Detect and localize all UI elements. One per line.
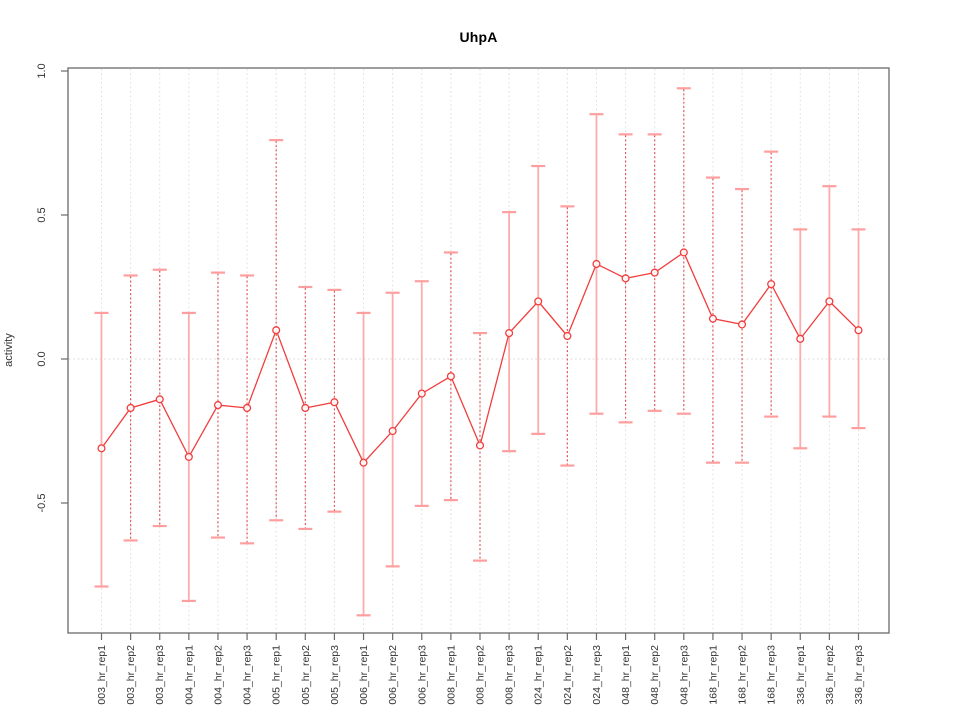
x-tick-label: 008_hr_rep2 [475, 645, 487, 705]
x-tick-label: 005_hr_rep2 [300, 645, 312, 705]
x-tick-label: 168_hr_rep1 [707, 645, 719, 705]
data-point [359, 458, 368, 467]
y-tick-label: -0.5 [36, 494, 48, 513]
x-tick-label: 168_hr_rep3 [766, 645, 778, 705]
x-tick-label: 024_hr_rep2 [562, 645, 574, 705]
data-point [737, 320, 747, 329]
y-tick-label: 0.0 [36, 351, 48, 366]
x-tick-label: 024_hr_rep1 [533, 645, 545, 705]
data-point [650, 268, 659, 277]
data-point [272, 326, 281, 335]
data-point [184, 452, 193, 461]
data-point [621, 274, 630, 283]
data-point [388, 426, 397, 436]
x-tick-label: 005_hr_rep1 [271, 645, 283, 705]
data-point [243, 403, 252, 413]
data-point [213, 401, 223, 410]
data-point [446, 372, 455, 381]
x-tick-label: 003_hr_rep1 [96, 645, 108, 705]
chart-title: UhpA [459, 29, 498, 45]
x-tick-label: 006_hr_rep2 [387, 645, 399, 705]
data-point [767, 280, 776, 289]
x-tick-label: 336_hr_rep2 [824, 645, 836, 705]
data-point [592, 259, 601, 269]
x-tick-label: 336_hr_rep3 [853, 645, 865, 705]
x-tick-label: 048_hr_rep1 [620, 645, 632, 705]
data-point [505, 329, 514, 338]
x-tick-label: 008_hr_rep1 [445, 645, 457, 705]
data-point [97, 444, 106, 453]
data-point [796, 334, 805, 343]
x-tick-label: 006_hr_rep3 [416, 645, 428, 705]
data-point [417, 389, 426, 398]
x-tick-label: 024_hr_rep3 [591, 645, 603, 705]
data-point [679, 248, 688, 257]
x-tick-label: 003_hr_rep3 [154, 645, 166, 705]
data-point [825, 297, 834, 306]
x-tick-label: 004_hr_rep2 [212, 645, 224, 705]
x-tick-label: 006_hr_rep1 [358, 645, 370, 705]
y-tick-label: 0.5 [36, 207, 48, 222]
x-tick-label: 336_hr_rep1 [795, 645, 807, 705]
data-point [563, 331, 572, 341]
x-tick-label: 005_hr_rep3 [329, 645, 341, 705]
x-tick-label: 004_hr_rep3 [242, 645, 254, 705]
data-point [534, 297, 543, 306]
x-tick-label: 168_hr_rep2 [737, 645, 749, 705]
data-point [330, 398, 339, 407]
data-point [301, 403, 310, 413]
data-point [708, 314, 717, 323]
y-tick-label: 1.0 [36, 63, 48, 78]
data-point [854, 326, 863, 335]
x-tick-label: 003_hr_rep2 [125, 645, 137, 705]
x-tick-label: 048_hr_rep2 [649, 645, 661, 705]
data-point [475, 441, 485, 450]
plot-box [67, 67, 890, 634]
x-tick-label: 048_hr_rep3 [678, 645, 690, 705]
x-tick-label: 004_hr_rep1 [183, 645, 195, 705]
data-point [155, 395, 164, 404]
x-tick-label: 008_hr_rep3 [504, 645, 516, 705]
data-point [126, 403, 135, 413]
